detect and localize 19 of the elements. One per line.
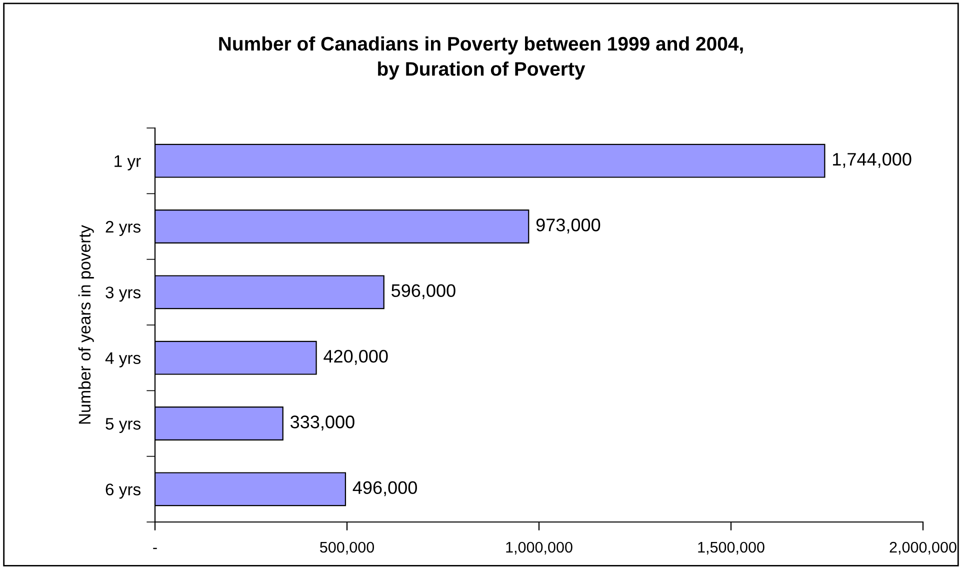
x-tick-label: 500,000 [320,542,374,554]
x-tick-label: 1,000,000 [506,542,572,554]
data-label: 596,000 [392,284,456,300]
data-label: 973,000 [536,218,600,234]
y-tick-label: 2 yrs [106,220,141,236]
chart-title: Number of Canadians in Poverty between 1999 and 2004, by Duration of Poverty [219,36,743,80]
x-tick-label: 2,000,000 [890,542,956,554]
x-tick-label: 1,500,000 [698,542,764,554]
data-label: 420,000 [324,350,388,365]
data-label: 333,000 [290,416,354,430]
y-tick-label: 1 yr [114,155,141,170]
data-label: 496,000 [352,481,417,496]
data-label: 1,744,000 [833,152,912,168]
y-tick-label: 3 yrs [106,286,141,302]
x-tick-label: - [153,548,157,550]
y-tick-label: 5 yrs [106,418,141,433]
y-tick-label: 4 yrs [105,352,141,368]
y-axis-title: Number of years in poverty [78,224,94,424]
y-tick-label: 6 yrs [106,484,141,499]
